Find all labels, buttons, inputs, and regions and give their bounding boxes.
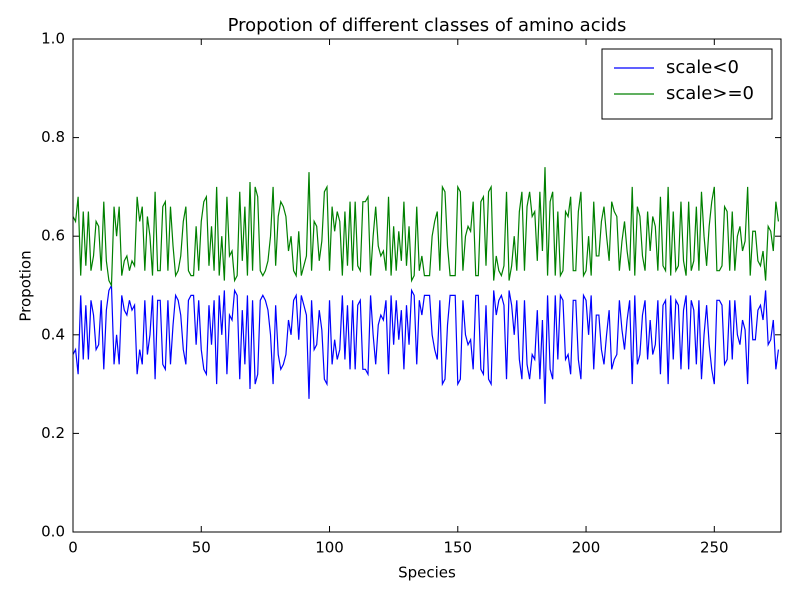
y-tick-label: 0.2 bbox=[41, 424, 65, 442]
series-line bbox=[72, 283, 780, 404]
legend-box bbox=[601, 48, 773, 120]
x-tick-label: 250 bbox=[700, 539, 729, 557]
legend-label: scale>=0 bbox=[666, 83, 754, 104]
chart-title: Propotion of different classes of amino … bbox=[228, 15, 627, 36]
y-axis-label: Propotion bbox=[17, 250, 35, 321]
y-tick-label: 0.0 bbox=[41, 523, 65, 541]
y-tick-label: 0.8 bbox=[41, 128, 65, 146]
y-tick-label: 0.6 bbox=[41, 227, 65, 245]
series-line bbox=[72, 167, 780, 288]
x-tick-label: 150 bbox=[443, 539, 472, 557]
x-tick-label: 100 bbox=[315, 539, 344, 557]
x-tick-label: 200 bbox=[572, 539, 601, 557]
y-tick-label: 1.0 bbox=[41, 30, 65, 48]
plot-frame bbox=[72, 38, 782, 533]
legend-label: scale<0 bbox=[666, 57, 739, 78]
y-tick-label: 0.4 bbox=[41, 325, 65, 343]
x-tick-label: 50 bbox=[192, 539, 211, 557]
x-tick-label: 0 bbox=[68, 539, 78, 557]
x-axis-label: Species bbox=[398, 564, 456, 582]
